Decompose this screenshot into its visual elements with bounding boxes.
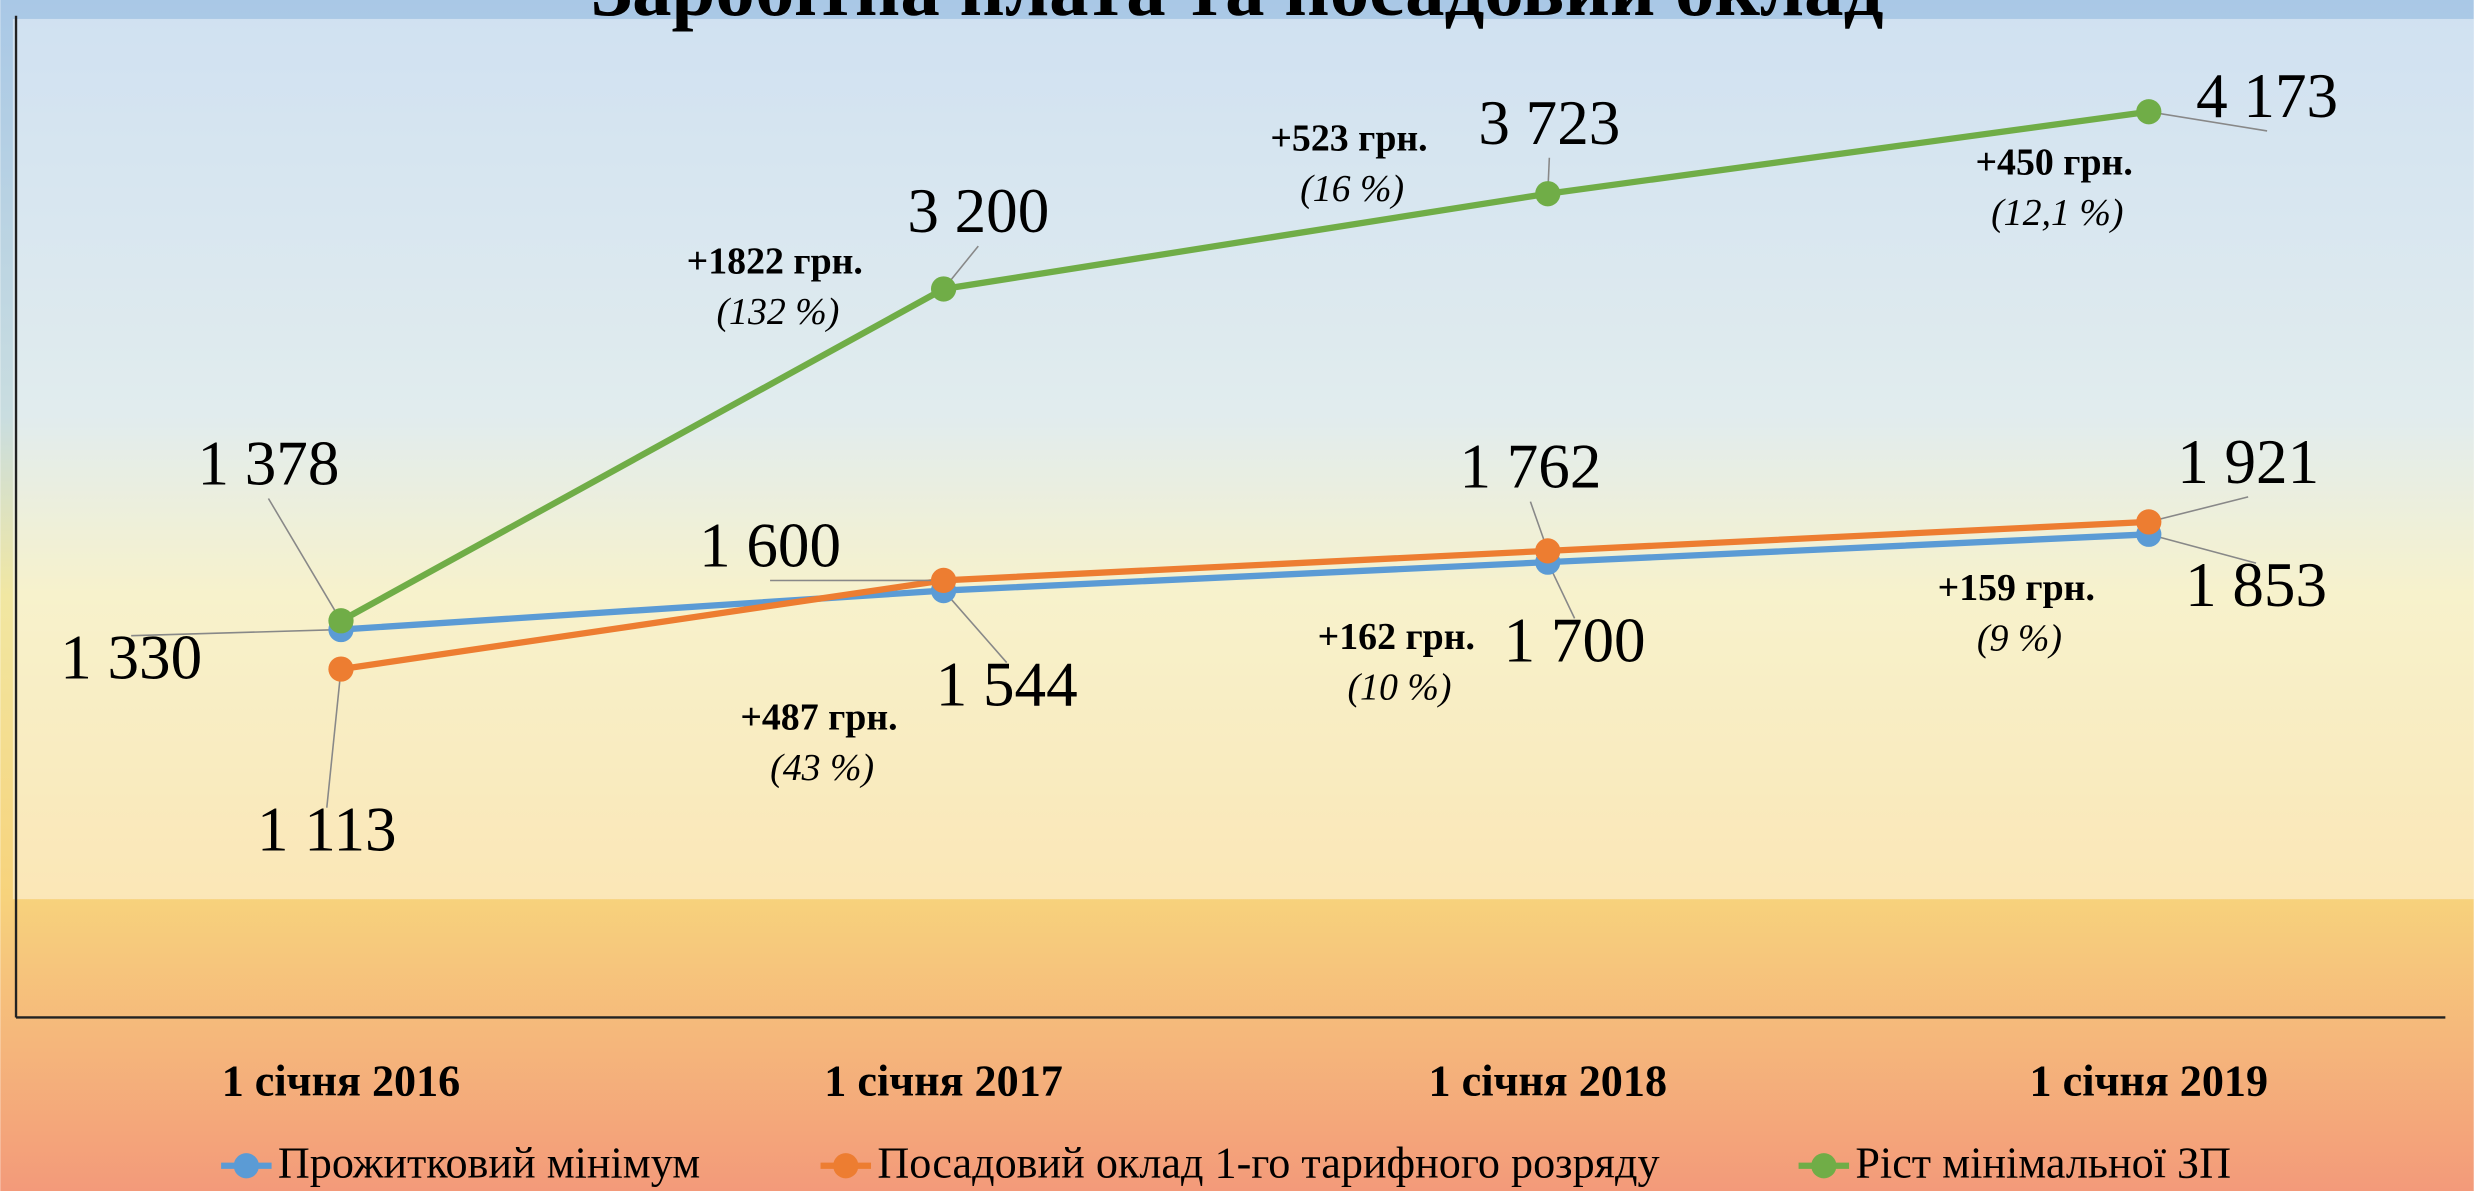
point: [2136, 99, 2161, 124]
point: [2136, 509, 2161, 534]
annotation-percent: (132 %): [716, 291, 839, 333]
annotation-percent: (16 %): [1300, 168, 1404, 210]
annotation-amount: +523 грн.: [1270, 118, 1427, 160]
x-tick-label: 1 січня 2019: [2029, 1056, 2268, 1105]
annotation-amount: +450 грн.: [1975, 141, 2132, 183]
point: [328, 656, 353, 681]
point: [931, 568, 956, 593]
annotation-amount: +162 грн.: [1318, 616, 1475, 658]
legend-marker: [833, 1153, 858, 1178]
data-label: 3 200: [907, 176, 1049, 246]
annotation-amount: +487 грн.: [740, 697, 897, 739]
data-label: 1 853: [2185, 550, 2327, 620]
annotation-percent: (10 %): [1347, 667, 1451, 709]
point: [1535, 538, 1560, 563]
data-label: 1 921: [2177, 427, 2319, 497]
annotation-percent: (43 %): [770, 747, 874, 789]
x-tick-label: 1 січня 2017: [824, 1056, 1063, 1105]
x-tick-label: 1 січня 2016: [222, 1056, 461, 1105]
legend-marker: [234, 1153, 259, 1178]
data-label: 1 762: [1459, 432, 1601, 502]
point: [1535, 181, 1560, 206]
annotation-amount: +159 грн.: [1938, 567, 2095, 609]
page: {"chart_data": { "type": "line", "title"…: [0, 0, 2474, 1191]
x-tick-label: 1 січня 2018: [1428, 1056, 1667, 1105]
data-label: 3 723: [1478, 88, 1620, 158]
data-label: 1 544: [936, 649, 1078, 719]
data-label: 1 600: [699, 511, 841, 581]
data-label: 1 113: [257, 795, 397, 865]
point: [328, 608, 353, 633]
data-label: 1 378: [197, 429, 339, 499]
data-label: 4 173: [2196, 61, 2338, 131]
annotation-percent: (9 %): [1977, 618, 2062, 660]
legend-label: Ріст мінімальної ЗП: [1855, 1138, 2231, 1187]
legend-marker: [1811, 1153, 1836, 1178]
legend-label: Посадовий оклад 1-го тарифного розряду: [877, 1138, 1659, 1187]
annotation-percent: (12,1 %): [1991, 192, 2123, 234]
data-label: 1 700: [1504, 605, 1646, 675]
point: [931, 276, 956, 301]
annotation-amount: +1822 грн.: [687, 241, 863, 283]
chart-title: Заробітна плата та посадовий оклад: [591, 0, 1884, 33]
data-label: 1 330: [60, 623, 202, 693]
chart: Заробітна плата та посадовий оклад 1 січ…: [0, 0, 2474, 1191]
legend-label: Прожитковий мінімум: [278, 1138, 700, 1187]
